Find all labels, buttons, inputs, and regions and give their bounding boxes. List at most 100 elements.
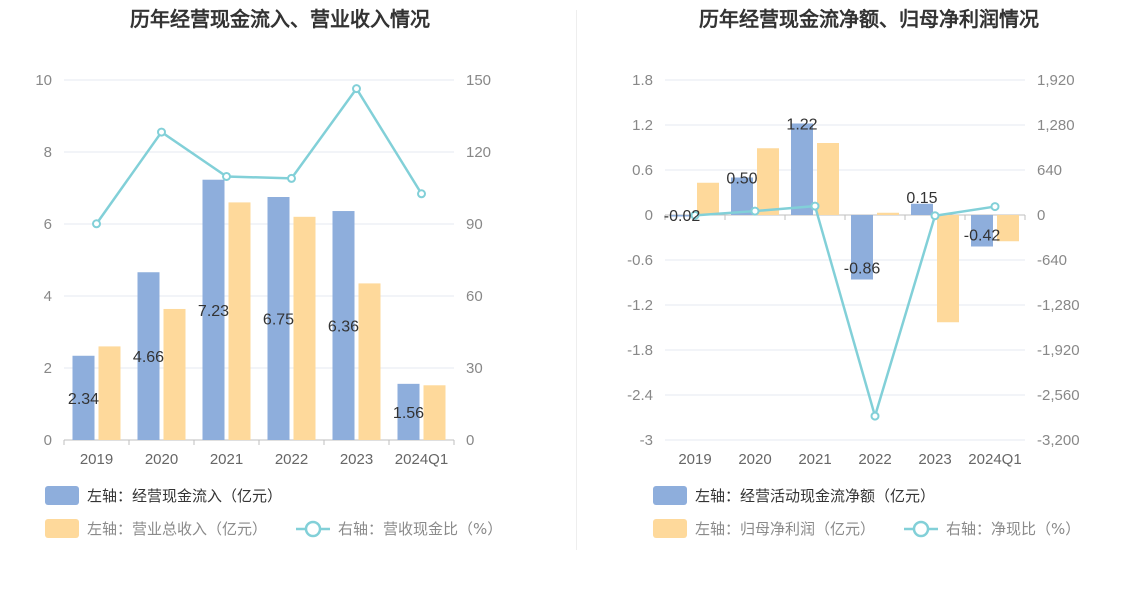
line-point [750, 206, 760, 216]
legend-swatch-bar-secondary [45, 519, 79, 538]
bar-primary [851, 215, 873, 280]
y-left-tick-label: -0.6 [627, 252, 653, 269]
y-left-tick-label: 0 [645, 207, 653, 224]
y-right-tick-label: 120 [466, 144, 491, 161]
bar-data-label: -0.42 [964, 228, 1001, 245]
bar-data-label: 1.22 [786, 117, 817, 134]
bar-primary [137, 272, 160, 440]
y-right-tick-label: 1,920 [1037, 72, 1075, 89]
bar-data-label: 4.66 [133, 349, 164, 366]
bar-secondary [98, 346, 121, 440]
legend-label: 左轴：营业总收入（亿元） [87, 520, 267, 538]
x-tick-label: 2024Q1 [395, 451, 448, 468]
bar-data-label: 6.75 [263, 312, 294, 329]
y-right-tick-label: -2,560 [1037, 387, 1080, 404]
right-chart: 历年经营现金流净额、归母净利润情况 -3 -3,200 -2.4 -2,560 -1.8 -… [627, 7, 1080, 538]
x-tick-label: 2019 [80, 451, 113, 468]
bar-primary [397, 383, 420, 440]
bar-primary [267, 197, 290, 440]
y-left-tick-label: -1.2 [627, 297, 653, 314]
y-right-tick-label: 0 [466, 432, 474, 449]
left-chart-panel: 历年经营现金流入、营业收入情况 0 0 2 30 4 60 6 90 8 120 10 150 2019 2… [35, 7, 502, 538]
line-point [352, 84, 361, 94]
bar-secondary [293, 216, 316, 440]
y-left-tick-label: 2 [44, 360, 52, 377]
y-right-tick-label: -3,200 [1037, 432, 1080, 449]
y-left-tick-label: -1.8 [627, 342, 653, 359]
legend-label: 右轴：净现比（%） [946, 520, 1080, 538]
line-point [810, 201, 820, 211]
x-tick-label: 2023 [340, 451, 373, 468]
bar-primary [731, 177, 753, 215]
y-right-tick-label: 30 [466, 360, 483, 377]
y-left-tick-label: 1.8 [632, 72, 653, 89]
line-point [222, 171, 231, 181]
y-right-tick-label: -1,920 [1037, 342, 1080, 359]
legend-swatch-bar-primary [653, 486, 687, 505]
x-tick-label: 2023 [918, 451, 951, 468]
bar-primary [671, 215, 693, 217]
x-tick-label: 2021 [210, 451, 243, 468]
line-point [287, 173, 296, 183]
y-left-tick-label: 1.2 [632, 117, 653, 134]
y-right-tick-label: -640 [1037, 252, 1067, 269]
y-left-tick-label: 0.6 [632, 162, 653, 179]
x-tick-label: 2020 [738, 451, 771, 468]
y-left-tick-label: -2.4 [627, 387, 653, 404]
bar-data-label: 0.15 [906, 190, 937, 207]
line-point [870, 411, 880, 421]
left-chart: 历年经营现金流入、营业收入情况 0 0 2 30 4 60 6 90 8 120 10 150 2019 2… [35, 7, 502, 538]
legend-swatch-line-marker [912, 520, 930, 538]
line-point [690, 210, 700, 220]
line-series [95, 86, 423, 225]
legend-label: 左轴：经营现金流入（亿元） [87, 487, 282, 505]
x-tick-label: 2020 [145, 451, 178, 468]
bar-data-label: 0.50 [726, 171, 757, 188]
bar-primary [202, 179, 225, 440]
bar-secondary [937, 215, 959, 323]
bar-data-label: 2.34 [68, 391, 99, 408]
line-point [417, 189, 426, 199]
y-right-tick-label: 0 [1037, 207, 1045, 224]
bar-data-label: 7.23 [198, 303, 229, 320]
bar-data-label: -0.02 [664, 208, 701, 225]
y-left-tick-label: -3 [640, 432, 653, 449]
y-right-tick-label: 60 [466, 288, 483, 305]
bar-secondary [358, 283, 381, 440]
line-series [694, 204, 996, 421]
line-point [92, 219, 101, 229]
y-left-tick-label: 8 [44, 144, 52, 161]
bar-secondary [997, 215, 1019, 242]
x-tick-label: 2019 [678, 451, 711, 468]
chart-title: 历年经营现金流净额、归母净利润情况 [699, 7, 1039, 31]
y-left-tick-label: 0 [44, 432, 52, 449]
bar-data-label: 1.56 [393, 405, 424, 422]
bar-secondary [163, 308, 186, 440]
bar-data-label: 6.36 [328, 319, 359, 336]
panel-divider [576, 10, 577, 550]
bar-primary [72, 355, 95, 440]
bar-data-label: -0.86 [844, 261, 881, 278]
bar-primary [971, 215, 993, 247]
bar-secondary [817, 143, 839, 215]
y-left-tick-label: 4 [44, 288, 52, 305]
legend-label: 左轴：经营活动现金流净额（亿元） [695, 487, 935, 505]
bar-secondary [423, 385, 446, 440]
y-left-tick-label: 10 [35, 72, 52, 89]
y-right-tick-label: 90 [466, 216, 483, 233]
x-tick-label: 2021 [798, 451, 831, 468]
bar-primary [332, 211, 355, 440]
y-left-tick-label: 6 [44, 216, 52, 233]
bar-secondary [697, 182, 719, 215]
x-tick-label: 2024Q1 [968, 451, 1021, 468]
bar-secondary [877, 212, 899, 215]
line-point [157, 127, 166, 137]
legend-swatch-bar-primary [45, 486, 79, 505]
line-point [930, 211, 940, 221]
chart-title: 历年经营现金流入、营业收入情况 [130, 7, 430, 31]
bar-primary [911, 203, 933, 215]
y-right-tick-label: 1,280 [1037, 117, 1075, 134]
legend-swatch-bar-secondary [653, 519, 687, 538]
x-tick-label: 2022 [275, 451, 308, 468]
legend-swatch-line-marker [304, 520, 322, 538]
